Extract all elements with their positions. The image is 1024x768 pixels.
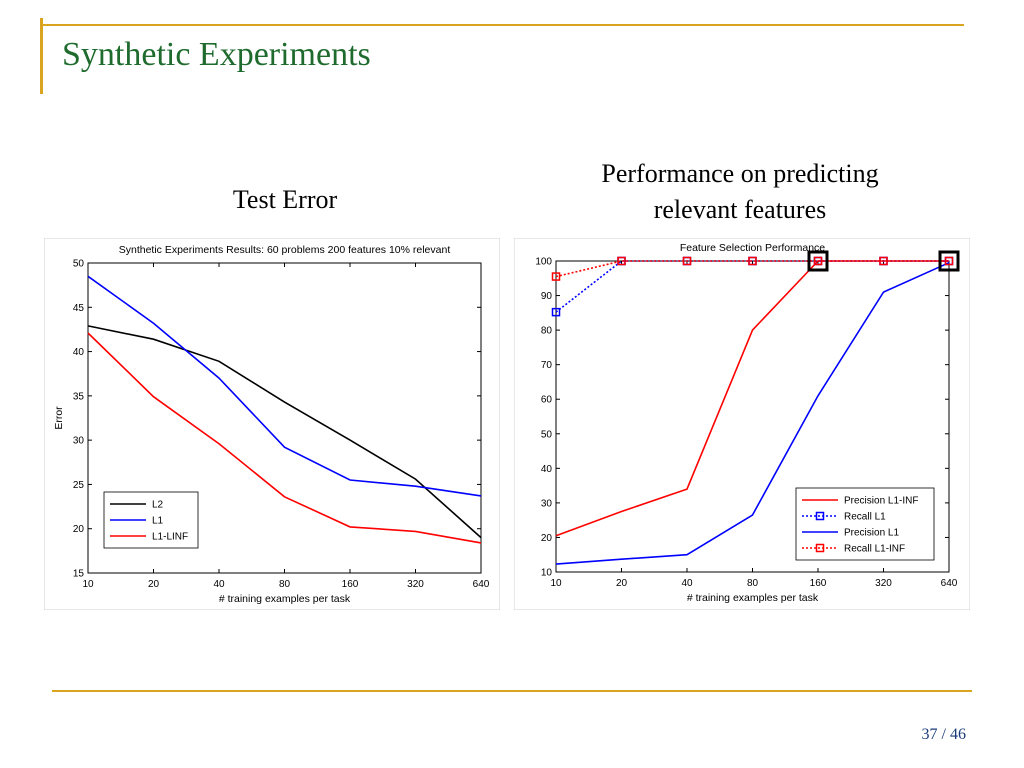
series-line-l1-linf (87, 332, 482, 544)
y-tick-label: 90 (541, 291, 553, 302)
x-tick-label: 320 (407, 579, 424, 590)
highlight-box (807, 250, 829, 272)
legend-label: L1 (152, 516, 164, 527)
y-tick-label: 35 (73, 391, 85, 402)
data-point-marker (551, 272, 561, 281)
y-axis-label: Error (53, 406, 65, 430)
x-tick-label: 40 (681, 578, 693, 589)
x-tick-label: 80 (279, 579, 291, 590)
data-point-marker (682, 256, 692, 266)
y-tick-label: 15 (73, 569, 85, 580)
y-tick-label: 10 (541, 568, 553, 579)
right-caption-line-1: Performance on predicting (601, 159, 879, 188)
right-chart-caption: Performance on predicting relevant featu… (560, 156, 920, 228)
data-point-marker (617, 256, 626, 266)
y-tick-label: 30 (541, 498, 553, 509)
series-line-l1 (87, 275, 482, 497)
y-tick-label: 50 (73, 259, 85, 270)
y-tick-label: 40 (541, 464, 553, 475)
y-tick-label: 25 (73, 480, 85, 491)
legend-marker (815, 511, 825, 521)
test-error-chart: Synthetic Experiments Results: 60 proble… (44, 238, 500, 610)
page-current: 37 (921, 726, 938, 743)
series-line-recall-l1-inf (555, 260, 949, 278)
x-tick-label: 20 (148, 579, 160, 590)
x-tick-label: 40 (213, 579, 225, 590)
page-separator: / (941, 726, 946, 743)
y-tick-label: 60 (541, 395, 553, 406)
x-tick-label: 80 (747, 578, 759, 589)
legend-label: Precision L1-INF (844, 496, 918, 507)
feature-selection-chart: Feature Selection Performance 10 20 40 80 160… (514, 238, 970, 610)
x-tick-label: 20 (616, 578, 628, 589)
legend-label: Precision L1 (844, 528, 899, 539)
data-point-marker (551, 307, 561, 317)
left-chart-caption: Test Error (232, 185, 338, 214)
x-axis-label: # training examples per task (219, 593, 351, 605)
legend-label: Recall L1-INF (844, 544, 905, 555)
x-tick-label: 640 (473, 579, 490, 590)
data-point-marker (748, 256, 757, 266)
x-axis-label: # training examples per task (687, 592, 819, 604)
x-tick-label: 320 (875, 578, 892, 589)
legend-label: L2 (152, 500, 164, 511)
series-line-l2 (87, 325, 482, 539)
title-underline-rule (40, 24, 964, 26)
y-tick-label: 50 (541, 429, 553, 440)
data-point-marker (879, 256, 888, 266)
legend-label: Recall L1 (844, 512, 886, 523)
page-total: 46 (950, 726, 966, 743)
x-tick-label: 640 (941, 578, 958, 589)
data-point-marker (813, 256, 823, 266)
page-number: 37 / 46 (922, 726, 966, 744)
series-line-precision-l1 (555, 261, 950, 565)
highlight-box (938, 250, 960, 272)
x-tick-label: 10 (550, 578, 562, 589)
x-tick-label: 10 (82, 579, 94, 590)
legend-label: L1-LINF (152, 532, 188, 543)
y-tick-label: 20 (73, 524, 85, 535)
y-tick-label: 80 (541, 326, 553, 337)
y-tick-label: 45 (73, 303, 85, 314)
y-tick-label: 20 (541, 533, 553, 544)
x-tick-label: 160 (342, 579, 359, 590)
footer-rule (52, 690, 972, 692)
chart-title: Feature Selection Performance (680, 242, 825, 254)
y-tick-label: 40 (73, 347, 85, 358)
right-caption-line-2: relevant features (653, 195, 827, 224)
slide-title: Synthetic Experiments (62, 36, 371, 73)
title-accent-bar (40, 18, 43, 94)
y-tick-label: 70 (541, 360, 553, 371)
y-tick-label: 30 (73, 436, 85, 447)
chart-title: Synthetic Experiments Results: 60 proble… (119, 244, 451, 256)
x-tick-label: 160 (810, 578, 827, 589)
data-point-marker (944, 256, 954, 266)
y-tick-label: 100 (535, 257, 552, 268)
legend-marker (815, 543, 825, 553)
